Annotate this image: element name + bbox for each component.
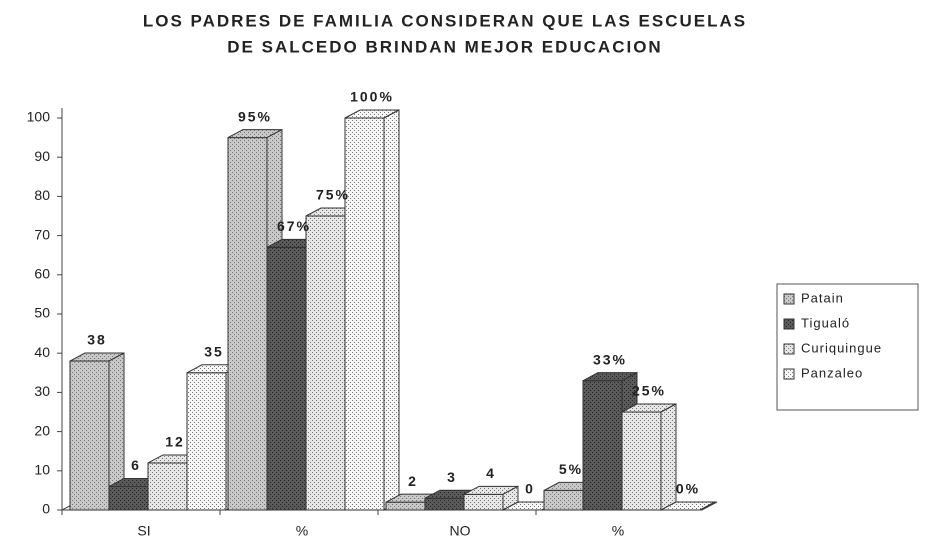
value-label: 0% xyxy=(676,481,700,497)
value-label: 12 xyxy=(165,434,185,450)
x-tick-label: SI xyxy=(137,523,150,539)
legend-swatch xyxy=(783,293,795,305)
bar xyxy=(305,215,346,511)
chart-title: DE SALCEDO BRINDAN MEJOR EDUCACION xyxy=(227,37,662,56)
value-label: 6 xyxy=(131,457,141,473)
bar xyxy=(582,380,623,511)
y-tick-label: 90 xyxy=(34,148,50,164)
bar xyxy=(463,493,504,511)
value-label: 2 xyxy=(408,473,418,489)
legend-label: Tigualó xyxy=(801,315,850,330)
bar xyxy=(227,137,268,511)
y-tick-label: 80 xyxy=(34,187,50,203)
bar-side xyxy=(383,109,400,511)
y-tick-label: 20 xyxy=(34,422,50,438)
legend-swatch xyxy=(783,343,795,355)
bar xyxy=(147,462,188,511)
value-label: 95% xyxy=(238,108,272,124)
bar-side xyxy=(699,501,716,511)
value-label: 100% xyxy=(350,89,394,105)
y-tick-label: 30 xyxy=(34,383,50,399)
value-label: 0 xyxy=(525,481,535,497)
chart-title: LOS PADRES DE FAMILIA CONSIDERAN QUE LAS… xyxy=(143,11,747,30)
value-label: 35 xyxy=(204,344,224,360)
x-tick-label: % xyxy=(612,523,624,539)
bar xyxy=(186,372,227,511)
y-tick-label: 70 xyxy=(34,226,50,242)
x-tick-label: % xyxy=(296,523,308,539)
bar xyxy=(69,360,110,511)
bar xyxy=(543,489,584,511)
value-label: 33% xyxy=(593,351,627,367)
value-label: 5% xyxy=(559,461,583,477)
y-tick-label: 60 xyxy=(34,266,50,282)
value-label: 38 xyxy=(87,332,107,348)
y-tick-label: 50 xyxy=(34,305,50,321)
legend-box xyxy=(776,283,919,411)
y-tick-label: 0 xyxy=(42,501,50,517)
value-label: 3 xyxy=(447,469,457,485)
value-label: 67% xyxy=(277,218,311,234)
x-tick-label: NO xyxy=(450,523,471,539)
bar xyxy=(621,411,662,511)
legend-swatch xyxy=(783,368,795,380)
y-tick-label: 10 xyxy=(34,462,50,478)
value-label: 4 xyxy=(486,465,496,481)
legend-label: Panzaleo xyxy=(801,365,863,380)
y-tick-label: 100 xyxy=(27,109,51,125)
value-label: 75% xyxy=(316,187,350,203)
legend-label: Curiquingue xyxy=(801,340,882,355)
legend-swatch xyxy=(783,318,795,330)
bar xyxy=(385,501,426,511)
bar-side xyxy=(660,403,677,511)
bar xyxy=(108,485,149,511)
bar xyxy=(424,497,465,511)
bar xyxy=(266,246,307,511)
bar xyxy=(344,117,385,511)
y-tick-label: 40 xyxy=(34,344,50,360)
value-label: 25% xyxy=(632,383,666,399)
legend-label: Patain xyxy=(801,290,844,305)
